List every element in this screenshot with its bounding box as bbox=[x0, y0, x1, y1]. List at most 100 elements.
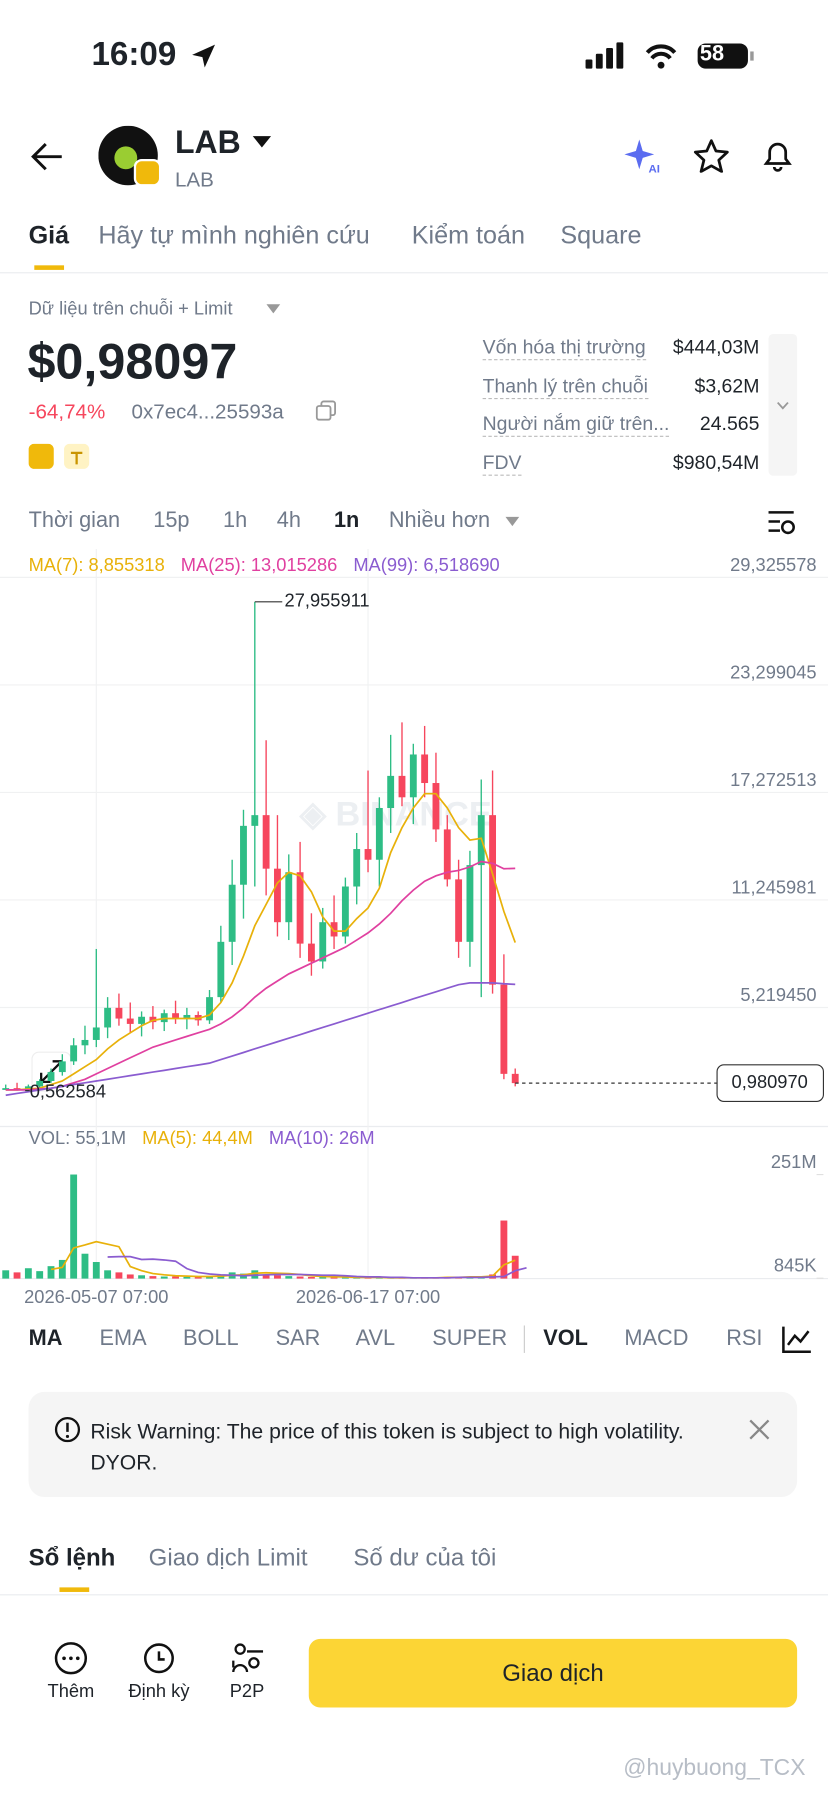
indicator[interactable]: BOLL bbox=[182, 1326, 239, 1351]
indicator[interactable]: AVL bbox=[355, 1326, 396, 1351]
watermark-logo: ◈ BINANCE bbox=[299, 796, 492, 834]
interval[interactable]: Thời gian bbox=[28, 508, 121, 533]
min-label: 0,562584 bbox=[30, 1081, 106, 1102]
legend-entry: VOL: 55,1M bbox=[29, 1127, 127, 1148]
ma-line bbox=[5, 981, 516, 1097]
interval[interactable]: Nhiều hơn bbox=[388, 508, 491, 533]
y-tick-label: 23,299045 bbox=[730, 661, 816, 682]
volume-bar bbox=[70, 1174, 78, 1279]
token-subtitle: LAB bbox=[174, 168, 214, 191]
volume-bar bbox=[319, 1276, 327, 1279]
order-tab[interactable]: Số dư của tôi bbox=[353, 1545, 497, 1572]
divider bbox=[0, 272, 828, 274]
data-source[interactable]: Dữ liệu trên chuỗi + Limit bbox=[28, 299, 233, 320]
trade-button[interactable]: Giao dịch bbox=[308, 1638, 798, 1708]
interval[interactable]: 4h bbox=[276, 508, 301, 533]
bottom-item[interactable]: Định kỳ bbox=[128, 1682, 190, 1702]
volume-bar bbox=[13, 1272, 21, 1279]
indicator[interactable]: MACD bbox=[624, 1326, 689, 1351]
volume-bar bbox=[500, 1220, 508, 1279]
y-tick-label: 845K bbox=[774, 1255, 817, 1276]
volume-bar bbox=[104, 1270, 112, 1279]
candle-body bbox=[58, 1061, 66, 1073]
tab-indicator bbox=[59, 1587, 90, 1592]
volume-bar bbox=[296, 1276, 304, 1279]
bottom-item[interactable]: Thêm bbox=[47, 1682, 95, 1702]
ai-button[interactable]: AI bbox=[623, 137, 664, 176]
stat-value: $3,62M bbox=[694, 375, 760, 397]
order-tab[interactable]: Sổ lệnh bbox=[28, 1545, 116, 1572]
risk-warning: Risk Warning: The price of this token is… bbox=[90, 1419, 684, 1475]
candle-body bbox=[307, 943, 315, 962]
favorite-button[interactable] bbox=[693, 138, 730, 173]
volume-bar bbox=[183, 1276, 191, 1279]
ma-line bbox=[5, 860, 516, 1091]
separator bbox=[523, 1325, 525, 1353]
indicator-settings[interactable] bbox=[781, 1324, 813, 1354]
y-tick-label: 5,219450 bbox=[740, 984, 816, 1005]
volume-bar bbox=[262, 1274, 270, 1279]
indicator[interactable]: SUPER bbox=[432, 1326, 508, 1351]
volume-bar bbox=[58, 1259, 66, 1279]
candle-body bbox=[398, 775, 406, 798]
candle-body bbox=[217, 941, 225, 998]
y-tick-label: 17,272513 bbox=[730, 769, 816, 790]
candle-body bbox=[319, 922, 327, 962]
legend-entry: MA(25): 13,015286 bbox=[181, 554, 338, 575]
legend-entry: MA(10): 26M bbox=[269, 1127, 375, 1148]
volume-bar bbox=[160, 1276, 168, 1279]
interval[interactable]: 15p bbox=[153, 508, 190, 533]
tab[interactable]: Kiểm toán bbox=[411, 220, 526, 250]
alert-button[interactable] bbox=[759, 137, 796, 174]
stat-label: Thanh lý trên chuỗi bbox=[482, 376, 648, 400]
bottom-icons bbox=[54, 1642, 264, 1675]
volume-bar bbox=[24, 1268, 32, 1279]
stats-expand[interactable] bbox=[768, 333, 798, 476]
y-tick-label: 251M bbox=[771, 1151, 817, 1172]
volume-bar bbox=[92, 1262, 100, 1279]
candle-body bbox=[262, 815, 270, 869]
candle-body bbox=[149, 1016, 157, 1023]
volume-bar bbox=[115, 1272, 123, 1279]
interval[interactable]: 1h bbox=[223, 508, 248, 533]
chain-badges bbox=[28, 443, 90, 469]
more-dropdown[interactable] bbox=[504, 516, 520, 527]
candle-body bbox=[183, 1014, 191, 1019]
dropdown-icon[interactable] bbox=[252, 134, 273, 150]
copy-button[interactable] bbox=[315, 400, 337, 421]
indicator[interactable]: EMA bbox=[99, 1326, 147, 1351]
source-dropdown[interactable] bbox=[265, 303, 281, 314]
legend-entry: MA(5): 44,4M bbox=[142, 1127, 253, 1148]
candle-body bbox=[126, 1018, 134, 1024]
candle-body bbox=[47, 1072, 55, 1081]
close-button[interactable] bbox=[748, 1418, 771, 1441]
x-tick-label: 2026-06-17 07:00 bbox=[296, 1286, 440, 1307]
candle-body bbox=[421, 754, 429, 784]
location-icon bbox=[192, 44, 216, 68]
chart-settings[interactable] bbox=[766, 508, 798, 538]
battery-level: 58 bbox=[699, 42, 725, 67]
indicator[interactable]: MA bbox=[28, 1326, 63, 1351]
back-button[interactable] bbox=[30, 140, 67, 174]
candle-body bbox=[443, 829, 451, 880]
candle-body bbox=[296, 872, 304, 944]
candle-body bbox=[228, 884, 236, 942]
volume-bar bbox=[81, 1253, 89, 1279]
token-logo bbox=[98, 125, 162, 187]
risk-box bbox=[28, 1391, 798, 1498]
token-name[interactable]: LAB bbox=[174, 124, 241, 161]
indicator[interactable]: SAR bbox=[275, 1326, 321, 1351]
tab[interactable]: Giá bbox=[28, 220, 70, 250]
bottom-item[interactable]: P2P bbox=[229, 1682, 265, 1702]
last-price-box bbox=[716, 1064, 824, 1102]
indicator[interactable]: RSI bbox=[726, 1326, 763, 1351]
candle-body bbox=[387, 775, 395, 809]
tab[interactable]: Hãy tự mình nghiên cứu bbox=[98, 220, 370, 250]
volume-bar bbox=[138, 1275, 146, 1279]
indicator[interactable]: VOL bbox=[543, 1326, 588, 1351]
order-tab[interactable]: Giao dịch Limit bbox=[148, 1545, 308, 1572]
candle-body bbox=[341, 886, 349, 937]
interval[interactable]: 1n bbox=[333, 508, 360, 533]
tab[interactable]: Square bbox=[560, 220, 642, 250]
